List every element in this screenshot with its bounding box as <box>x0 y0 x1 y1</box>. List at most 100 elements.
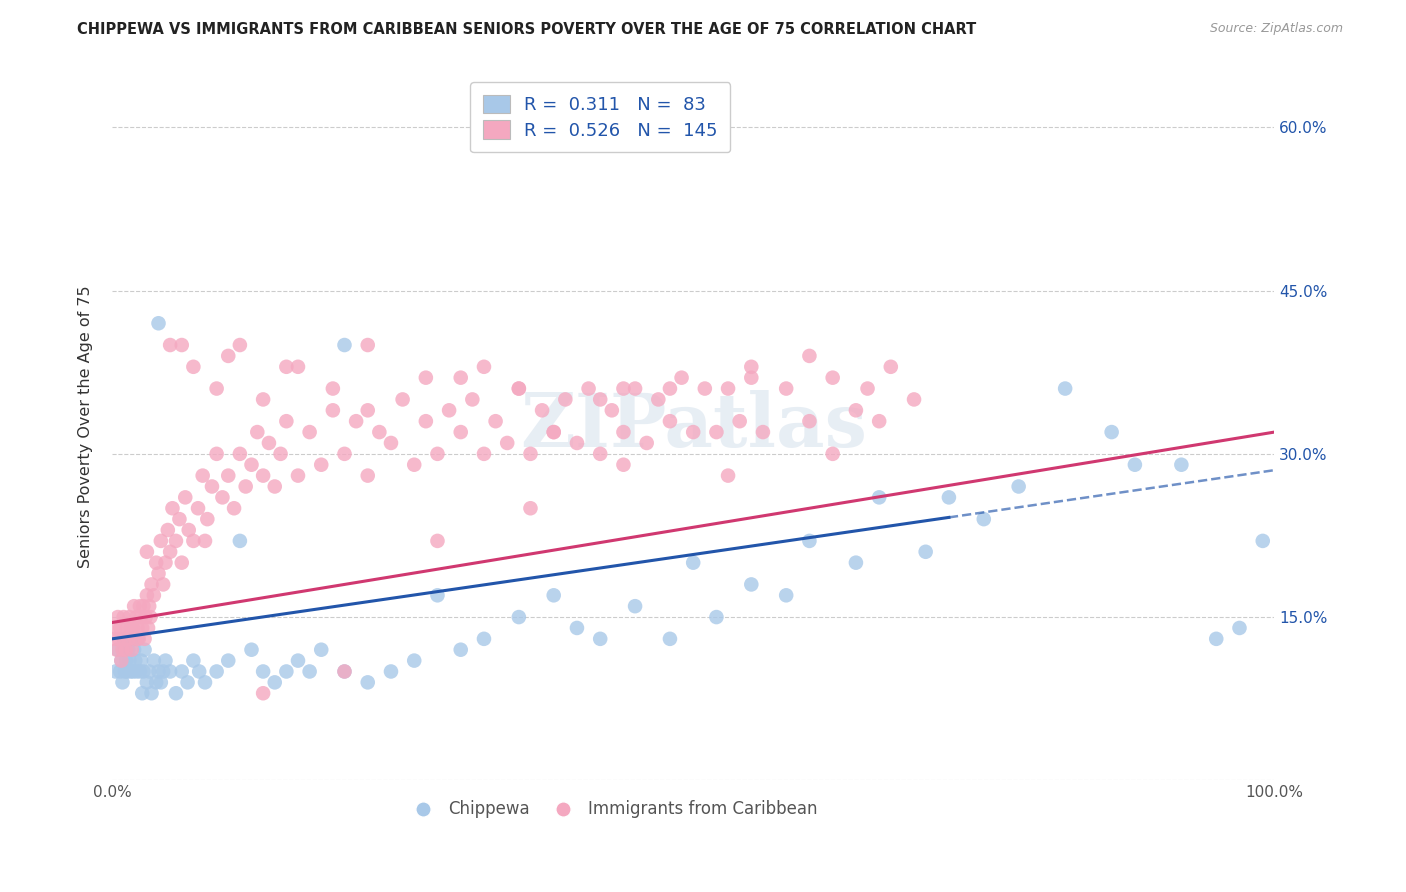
Point <box>205 665 228 679</box>
Point <box>426 533 449 548</box>
Point <box>298 425 321 439</box>
Point <box>111 675 134 690</box>
Point <box>391 392 413 407</box>
Point <box>508 610 530 624</box>
Point <box>155 556 177 570</box>
Point <box>145 556 167 570</box>
Point <box>636 436 658 450</box>
Point <box>740 577 762 591</box>
Point <box>111 642 134 657</box>
Point <box>121 632 143 646</box>
Point <box>263 479 285 493</box>
Point <box>201 479 224 493</box>
Point <box>148 665 170 679</box>
Point <box>222 501 245 516</box>
Point <box>1054 382 1077 396</box>
Point <box>1101 425 1123 439</box>
Point <box>103 632 125 646</box>
Point <box>554 392 576 407</box>
Point <box>404 654 426 668</box>
Point <box>333 338 356 352</box>
Point <box>717 468 740 483</box>
Point <box>125 610 148 624</box>
Point <box>1008 479 1031 493</box>
Point <box>170 338 193 352</box>
Point <box>104 621 127 635</box>
Point <box>139 610 162 624</box>
Point <box>450 425 472 439</box>
Point <box>472 359 495 374</box>
Point <box>132 665 155 679</box>
Text: CHIPPEWA VS IMMIGRANTS FROM CARIBBEAN SENIORS POVERTY OVER THE AGE OF 75 CORRELA: CHIPPEWA VS IMMIGRANTS FROM CARIBBEAN SE… <box>77 22 977 37</box>
Y-axis label: Seniors Poverty Over the Age of 75: Seniors Poverty Over the Age of 75 <box>79 285 93 568</box>
Point <box>229 338 252 352</box>
Point <box>624 599 647 614</box>
Point <box>322 382 344 396</box>
Point <box>472 447 495 461</box>
Point <box>868 491 890 505</box>
Point <box>252 392 274 407</box>
Point <box>287 468 309 483</box>
Point <box>565 621 588 635</box>
Point <box>141 686 163 700</box>
Point <box>188 665 211 679</box>
Point <box>845 403 868 417</box>
Point <box>717 382 740 396</box>
Point <box>120 665 142 679</box>
Point <box>740 370 762 384</box>
Point <box>229 533 252 548</box>
Point <box>257 436 280 450</box>
Point <box>426 588 449 602</box>
Point <box>658 414 681 428</box>
Point <box>142 588 165 602</box>
Point <box>333 447 356 461</box>
Point <box>519 501 541 516</box>
Point <box>612 382 634 396</box>
Point <box>115 665 138 679</box>
Point <box>174 491 197 505</box>
Point <box>821 370 844 384</box>
Point <box>129 665 152 679</box>
Point <box>404 458 426 472</box>
Point <box>169 512 191 526</box>
Point <box>145 675 167 690</box>
Point <box>127 621 149 635</box>
Point <box>117 642 139 657</box>
Legend: Chippewa, Immigrants from Caribbean: Chippewa, Immigrants from Caribbean <box>399 794 824 825</box>
Point <box>121 642 143 657</box>
Point <box>124 632 146 646</box>
Point <box>693 382 716 396</box>
Point <box>138 599 160 614</box>
Point <box>612 458 634 472</box>
Point <box>129 610 152 624</box>
Point <box>309 642 332 657</box>
Point <box>155 654 177 668</box>
Point <box>108 632 131 646</box>
Point <box>120 621 142 635</box>
Point <box>658 632 681 646</box>
Point <box>136 621 159 635</box>
Point <box>152 665 174 679</box>
Point <box>624 382 647 396</box>
Point <box>183 654 205 668</box>
Point <box>195 512 218 526</box>
Point <box>868 414 890 428</box>
Point <box>450 370 472 384</box>
Point <box>543 425 565 439</box>
Point <box>752 425 775 439</box>
Point <box>589 392 612 407</box>
Point <box>217 468 239 483</box>
Point <box>543 588 565 602</box>
Point <box>183 359 205 374</box>
Point <box>187 501 209 516</box>
Point <box>287 359 309 374</box>
Point <box>344 414 367 428</box>
Point <box>437 403 460 417</box>
Point <box>114 665 136 679</box>
Point <box>235 479 257 493</box>
Point <box>252 468 274 483</box>
Point <box>706 610 728 624</box>
Point <box>240 642 263 657</box>
Point <box>159 545 181 559</box>
Point <box>298 665 321 679</box>
